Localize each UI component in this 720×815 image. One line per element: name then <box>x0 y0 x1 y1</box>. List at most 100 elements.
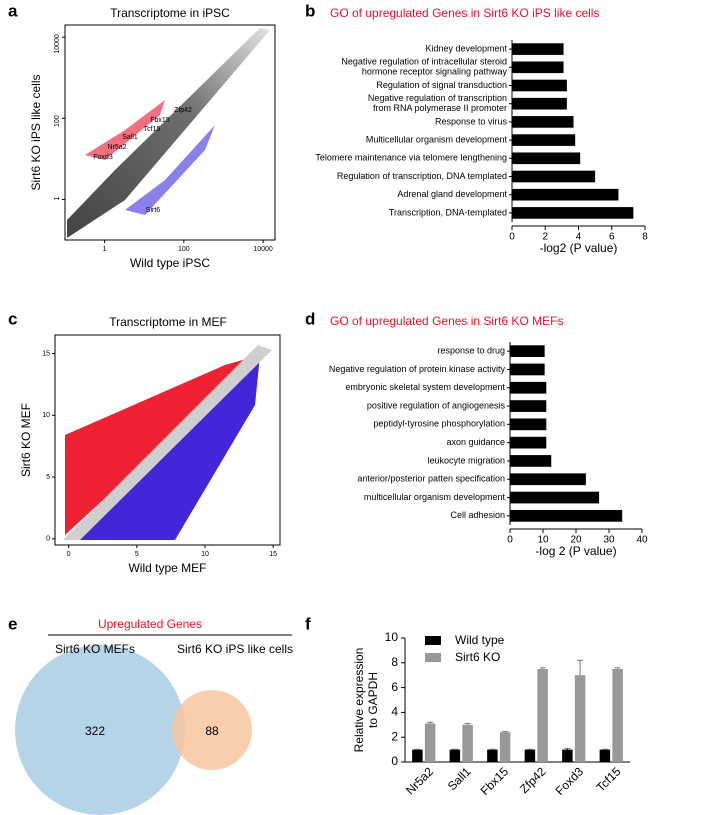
panel-letter: f <box>305 614 311 633</box>
bar <box>562 749 573 762</box>
bar <box>512 116 574 128</box>
label: anterior/posterior patten specification <box>357 474 505 484</box>
label: Kidney development <box>425 43 507 53</box>
x-tick-label: 40 <box>636 535 648 546</box>
bar <box>512 152 581 165</box>
x-tick-label: 0 <box>509 232 515 243</box>
x-tick-label: Sall1 <box>445 764 474 793</box>
x-tick-label: Zfp42 <box>517 764 549 796</box>
label: multicellular organism development <box>364 492 506 502</box>
gene-label: Foxd3 <box>93 154 113 161</box>
bar <box>524 749 536 762</box>
panel-letter: b <box>305 1 315 20</box>
label: Negative regulation of protein kinase ac… <box>329 364 506 374</box>
down-cluster <box>125 125 215 215</box>
bar <box>512 61 564 74</box>
point-cloud <box>67 28 270 238</box>
bar <box>512 79 567 92</box>
label-line: from RNA polymerase II promoter <box>373 103 507 113</box>
label: Regulation of transcription, DNA templat… <box>337 171 507 181</box>
x-tick-label: 5 <box>135 551 139 558</box>
label: peptidyl-tyrosine phosphorylation <box>373 419 505 429</box>
bar <box>510 381 547 394</box>
gene-label: Zfp42 <box>174 107 192 114</box>
up-cluster <box>85 100 165 160</box>
label-line: Negative regulation of transcription <box>368 93 507 103</box>
label: Regulation of signal transduction <box>376 80 507 90</box>
bar <box>612 669 623 762</box>
x-axis-label: -log2 (P value) <box>540 241 618 255</box>
x-tick-label: Foxd3 <box>553 764 587 798</box>
gene-label: Sirt6 <box>146 207 161 214</box>
bar <box>510 436 547 449</box>
y-tick-label: 0 <box>391 754 398 768</box>
gene-label: Sall1 <box>122 134 138 141</box>
x-tick-label: 15 <box>269 551 277 558</box>
label-line: hormone receptor signaling pathway <box>362 67 508 77</box>
label: response to drug <box>437 346 505 356</box>
label: positive regulation of angiogenesis <box>367 400 506 410</box>
panel-title: Upregulated Genes <box>98 617 202 631</box>
x-axis-label: Wild type MEF <box>128 561 206 575</box>
x-tick-label: 30 <box>603 535 615 546</box>
bar <box>487 749 498 762</box>
x-tick-label: 1 <box>103 246 107 253</box>
y-tick-label: 1 <box>54 196 61 200</box>
x-axis-label: -log 2 (P value) <box>535 544 616 558</box>
x-tick-label: 0 <box>507 535 513 546</box>
x-tick-label: 20 <box>570 535 582 546</box>
bar <box>499 732 511 762</box>
x-tick-label: 8 <box>642 232 648 243</box>
panel-title: GO of upregulated Genes in Sirt6 KO iPS … <box>330 6 599 20</box>
x-tick-label: Tcf15 <box>593 764 623 794</box>
x-tick-label: 10 <box>201 551 209 558</box>
bar <box>424 723 436 762</box>
set-name: Sirt6 KO MEFs <box>55 642 135 656</box>
legend-label: Sirt6 KO <box>455 650 500 664</box>
plot-frame <box>64 24 276 241</box>
panel-title: Transcriptome in MEF <box>109 315 227 329</box>
bar <box>512 170 596 183</box>
x-axis-label: Wild type iPSC <box>130 256 210 270</box>
bar <box>512 134 576 146</box>
y-tick-label: 10 <box>42 412 50 419</box>
x-tick-label: 0 <box>67 551 71 558</box>
bar <box>510 491 600 504</box>
y-axis-label: Sirt6 KO iPS like cells <box>29 74 43 190</box>
legend-swatch <box>425 636 441 645</box>
label: embryonic skeletal system development <box>345 382 505 392</box>
bar <box>462 724 473 762</box>
label: Multicellular organism development <box>366 134 508 144</box>
bar <box>412 749 423 762</box>
bar <box>510 363 545 376</box>
mid-cloud <box>63 345 272 540</box>
label-line: Negative regulation of intracellular ste… <box>341 57 507 67</box>
label: Adrenal gland development <box>397 189 507 199</box>
plot-frame <box>54 334 281 546</box>
label: Transcription, DNA-templated <box>389 207 507 217</box>
panel-letter: d <box>305 309 315 328</box>
y-tick-label: 100 <box>54 115 61 127</box>
y-tick-label: 10 <box>385 630 399 644</box>
set-count: 88 <box>205 724 219 738</box>
bar <box>510 418 547 431</box>
panel-letter: c <box>8 309 17 328</box>
bar <box>512 207 634 219</box>
bar <box>510 509 623 522</box>
x-tick-label: Fbx15 <box>478 764 512 798</box>
bar <box>512 188 619 201</box>
panel-title: GO of upregulated Genes in Sirt6 KO MEFs <box>330 314 563 328</box>
label: Cell adhesion <box>450 510 505 520</box>
y-axis-label: Sirt6 KO MEF <box>19 403 33 477</box>
y-axis-label: Relative expression <box>352 648 366 753</box>
panel-letter: a <box>8 1 18 20</box>
set-count: 322 <box>85 724 105 738</box>
bar <box>449 749 461 762</box>
label: Telomere maintenance via telomere length… <box>315 153 507 163</box>
bar <box>510 473 586 486</box>
x-tick-label: 6 <box>609 232 615 243</box>
panel-letter: e <box>8 614 17 633</box>
bar <box>512 97 567 110</box>
bar <box>574 675 586 762</box>
